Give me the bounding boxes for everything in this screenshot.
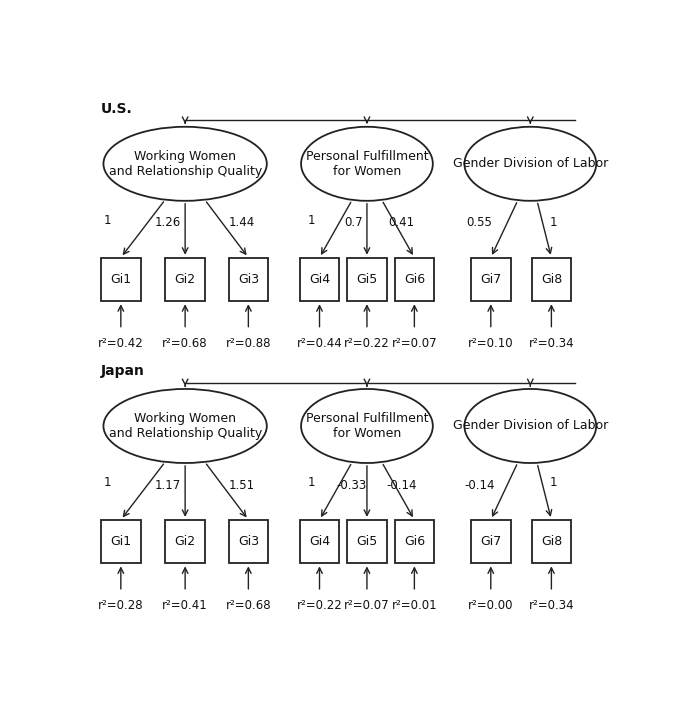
Text: r²=0.68: r²=0.68 <box>163 337 208 350</box>
Bar <box>300 258 339 301</box>
Bar <box>165 258 205 301</box>
Text: r²=0.10: r²=0.10 <box>468 337 513 350</box>
Text: Gender Division of Labor: Gender Division of Labor <box>453 419 608 433</box>
Text: Gi7: Gi7 <box>480 535 501 548</box>
Bar <box>532 520 571 564</box>
Text: Gi4: Gi4 <box>309 273 330 286</box>
Text: Gi5: Gi5 <box>356 535 377 548</box>
Text: 1: 1 <box>308 476 316 489</box>
Text: r²=0.88: r²=0.88 <box>226 337 271 350</box>
Bar <box>101 258 141 301</box>
Text: Personal Fulfillment
for Women: Personal Fulfillment for Women <box>305 412 428 440</box>
Text: Gi3: Gi3 <box>238 273 259 286</box>
Text: Gender Division of Labor: Gender Division of Labor <box>453 157 608 170</box>
Text: 1.26: 1.26 <box>155 217 182 229</box>
Text: 1: 1 <box>308 214 316 227</box>
Bar <box>471 258 511 301</box>
Bar <box>300 520 339 564</box>
Bar <box>228 258 268 301</box>
Text: Gi2: Gi2 <box>175 273 196 286</box>
Text: r²=0.34: r²=0.34 <box>528 599 574 613</box>
Bar <box>228 520 268 564</box>
Bar <box>471 520 511 564</box>
Text: Gi5: Gi5 <box>356 273 377 286</box>
Bar <box>347 258 387 301</box>
Text: r²=0.28: r²=0.28 <box>98 599 143 613</box>
Text: -0.14: -0.14 <box>464 479 494 491</box>
Text: Gi1: Gi1 <box>110 535 131 548</box>
Text: Gi3: Gi3 <box>238 535 259 548</box>
Text: -0.14: -0.14 <box>386 479 416 491</box>
Text: r²=0.68: r²=0.68 <box>226 599 271 613</box>
Text: -0.33: -0.33 <box>337 479 367 491</box>
Text: r²=0.07: r²=0.07 <box>344 599 390 613</box>
Text: 1.17: 1.17 <box>155 479 182 491</box>
Text: r²=0.41: r²=0.41 <box>163 599 208 613</box>
Text: 1: 1 <box>103 476 111 489</box>
Text: Gi2: Gi2 <box>175 535 196 548</box>
Text: r²=0.00: r²=0.00 <box>468 599 513 613</box>
Bar <box>532 258 571 301</box>
Text: r²=0.42: r²=0.42 <box>98 337 143 350</box>
Text: 1: 1 <box>549 476 557 489</box>
Text: r²=0.01: r²=0.01 <box>392 599 437 613</box>
Text: Gi8: Gi8 <box>541 535 562 548</box>
Text: r²=0.22: r²=0.22 <box>296 599 343 613</box>
Text: Gi4: Gi4 <box>309 535 330 548</box>
Text: r²=0.07: r²=0.07 <box>392 337 437 350</box>
Text: 1.51: 1.51 <box>229 479 255 491</box>
Text: Gi8: Gi8 <box>541 273 562 286</box>
Bar <box>101 520 141 564</box>
Bar <box>165 520 205 564</box>
Text: Personal Fulfillment
for Women: Personal Fulfillment for Women <box>305 150 428 178</box>
Bar <box>394 520 434 564</box>
Text: 1: 1 <box>103 214 111 227</box>
Text: r²=0.22: r²=0.22 <box>344 337 390 350</box>
Text: 1: 1 <box>549 217 557 229</box>
Text: Japan: Japan <box>101 365 145 379</box>
Text: Working Women
and Relationship Quality: Working Women and Relationship Quality <box>109 150 262 178</box>
Text: r²=0.44: r²=0.44 <box>296 337 343 350</box>
Text: U.S.: U.S. <box>101 102 133 116</box>
Text: 1.44: 1.44 <box>229 217 255 229</box>
Text: Gi6: Gi6 <box>404 273 425 286</box>
Text: Gi7: Gi7 <box>480 273 501 286</box>
Text: 0.41: 0.41 <box>388 217 414 229</box>
Text: Working Women
and Relationship Quality: Working Women and Relationship Quality <box>109 412 262 440</box>
Text: 0.7: 0.7 <box>345 217 363 229</box>
Bar <box>394 258 434 301</box>
Text: 0.55: 0.55 <box>466 217 492 229</box>
Text: Gi6: Gi6 <box>404 535 425 548</box>
Bar <box>347 520 387 564</box>
Text: r²=0.34: r²=0.34 <box>528 337 574 350</box>
Text: Gi1: Gi1 <box>110 273 131 286</box>
